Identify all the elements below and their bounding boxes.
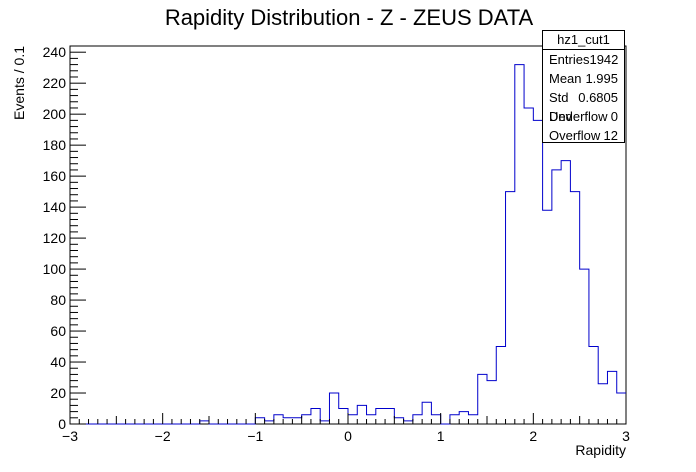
y-axis-title: Events / 0.1	[11, 46, 27, 120]
x-axis-title: Rapidity	[575, 442, 626, 458]
histogram-bin	[274, 415, 283, 424]
histogram-bin	[478, 374, 487, 424]
histogram-bin	[598, 384, 607, 424]
stats-stddev-label: Std Dev	[549, 90, 573, 124]
x-tick-label: −1	[247, 428, 263, 444]
histogram-bin	[552, 170, 561, 424]
x-tick-label: 0	[344, 428, 352, 444]
histogram-bin	[617, 393, 626, 424]
histogram-bin	[450, 415, 459, 424]
y-tick-label: 200	[43, 106, 67, 122]
histogram-bin	[496, 347, 505, 424]
chart-title: Rapidity Distribution - Z - ZEUS DATA	[165, 5, 534, 30]
histogram-bin	[459, 412, 468, 424]
stats-entries-value: 1942	[589, 52, 619, 67]
stats-overflow-label: Overflow	[549, 128, 601, 143]
stats-overflow-value: 12	[603, 128, 618, 143]
y-tick-label: 160	[43, 168, 67, 184]
y-tick-label: 100	[43, 261, 67, 277]
histogram-bin	[422, 402, 431, 424]
histogram-bin	[394, 418, 403, 424]
histogram-bin	[468, 415, 477, 424]
histogram-bin	[487, 381, 496, 424]
histogram-bin	[302, 415, 311, 424]
histogram-bin	[607, 371, 616, 424]
histogram-bin	[570, 192, 579, 424]
x-tick-label: 1	[437, 428, 445, 444]
stats-row-stddev: Std Dev 0.6805	[543, 88, 624, 124]
stats-entries-label: Entries	[549, 52, 590, 67]
histogram-bin	[589, 347, 598, 424]
y-tick-label: 80	[50, 292, 66, 308]
stats-stddev-value: 0.6805	[578, 90, 618, 105]
stats-row-mean: Mean 1.995	[543, 69, 624, 88]
histogram-bin	[376, 409, 385, 424]
stats-box: hz1_cut1 Entries 1942 Mean 1.995 Std Dev…	[542, 30, 625, 143]
y-tick-label: 140	[43, 199, 67, 215]
y-tick-label: 120	[43, 230, 67, 246]
stats-underflow-label: Underflow	[549, 109, 608, 124]
histogram-bin	[524, 108, 533, 424]
histogram-bin	[413, 415, 422, 424]
histogram-bin	[506, 192, 515, 424]
histogram-bin	[329, 393, 338, 424]
y-tick-label: 0	[58, 416, 66, 432]
y-tick-label: 180	[43, 137, 67, 153]
stats-mean-label: Mean	[549, 71, 582, 86]
x-tick-label: 3	[622, 428, 630, 444]
stats-row-underflow: Underflow 0	[543, 107, 624, 126]
histogram-bin	[292, 418, 301, 424]
x-tick-label: −3	[62, 428, 78, 444]
histogram-bin	[580, 269, 589, 424]
stats-mean-value: 1.995	[585, 71, 618, 86]
y-tick-label: 220	[43, 75, 67, 91]
stats-underflow-value: 0	[610, 109, 618, 124]
histogram-bin	[515, 65, 524, 424]
histogram-bin	[543, 210, 552, 424]
histogram-bin	[561, 161, 570, 424]
stats-row-entries: Entries 1942	[543, 50, 624, 69]
histogram-bin	[283, 418, 292, 424]
x-tick-label: 2	[529, 428, 537, 444]
histogram-bin	[367, 415, 376, 424]
histogram-bin	[348, 415, 357, 424]
y-tick-label: 20	[50, 385, 66, 401]
y-tick-label: 240	[43, 44, 67, 60]
histogram-bin	[357, 405, 366, 424]
stats-row-overflow: Overflow 12	[543, 126, 624, 145]
x-tick-label: −2	[155, 428, 171, 444]
histogram-bin	[385, 409, 394, 424]
histogram-bin	[255, 418, 264, 424]
histogram-bin	[339, 409, 348, 424]
histogram-bin	[431, 415, 440, 424]
histogram-bin	[311, 409, 320, 424]
y-tick-label: 60	[50, 323, 66, 339]
stats-histogram-name: hz1_cut1	[543, 31, 624, 50]
histogram-bin	[533, 120, 542, 424]
y-tick-label: 40	[50, 354, 66, 370]
